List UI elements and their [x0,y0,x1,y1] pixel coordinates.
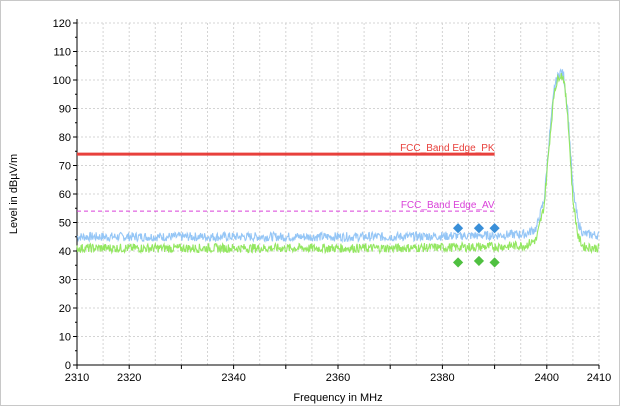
tick-labels: 0 10 20 30 40 50 60 70 80 90 100 110 120 2310 2320 2340… [53,18,612,384]
y-tick-label: 70 [59,161,71,173]
y-tick-label: 60 [59,189,71,201]
traces [76,68,600,255]
y-tick-label: 10 [59,332,71,344]
y-tick-label: 50 [59,218,71,230]
series-trace-0 [76,68,600,244]
marker-diamond-3 [452,256,464,269]
x-tick-label: 2340 [221,372,245,384]
grid [76,22,600,366]
limit-lines: FCC_Band Edge_PK FCC_Band Edge_AV [77,143,495,212]
x-tick-label: 2310 [65,372,89,384]
limit-label-1: FCC_Band Edge_AV [401,200,495,211]
x-tick-label: 2380 [430,372,454,384]
x-tick-label: 2400 [535,372,559,384]
y-tick-label: 80 [59,132,71,144]
y-tick-label: 30 [59,275,71,287]
marker-diamond-0 [452,222,464,235]
series-trace-1 [76,73,600,255]
axes [73,19,600,369]
y-tick-label: 40 [59,246,71,258]
y-tick-label: 110 [53,47,71,59]
y-tick-label: 120 [53,18,71,30]
marker-diamond-1 [473,222,485,235]
marker-diamond-5 [488,256,501,269]
markers [452,222,501,269]
y-tick-label: 20 [59,303,71,315]
y-tick-label: 90 [59,104,71,116]
y-tick-label: 0 [65,360,71,372]
x-axis-title: Frequency in MHz [293,392,382,404]
x-tick-label: 2360 [326,372,350,384]
marker-diamond-4 [473,255,485,267]
x-tick-label: 2320 [117,372,141,384]
x-tick-label: 2410 [587,372,611,384]
marker-diamond-2 [488,222,501,235]
limit-label-0: FCC_Band Edge_PK [400,143,495,154]
y-tick-label: 100 [53,75,71,87]
y-axis-title: Level in dBµV/m [8,154,20,234]
